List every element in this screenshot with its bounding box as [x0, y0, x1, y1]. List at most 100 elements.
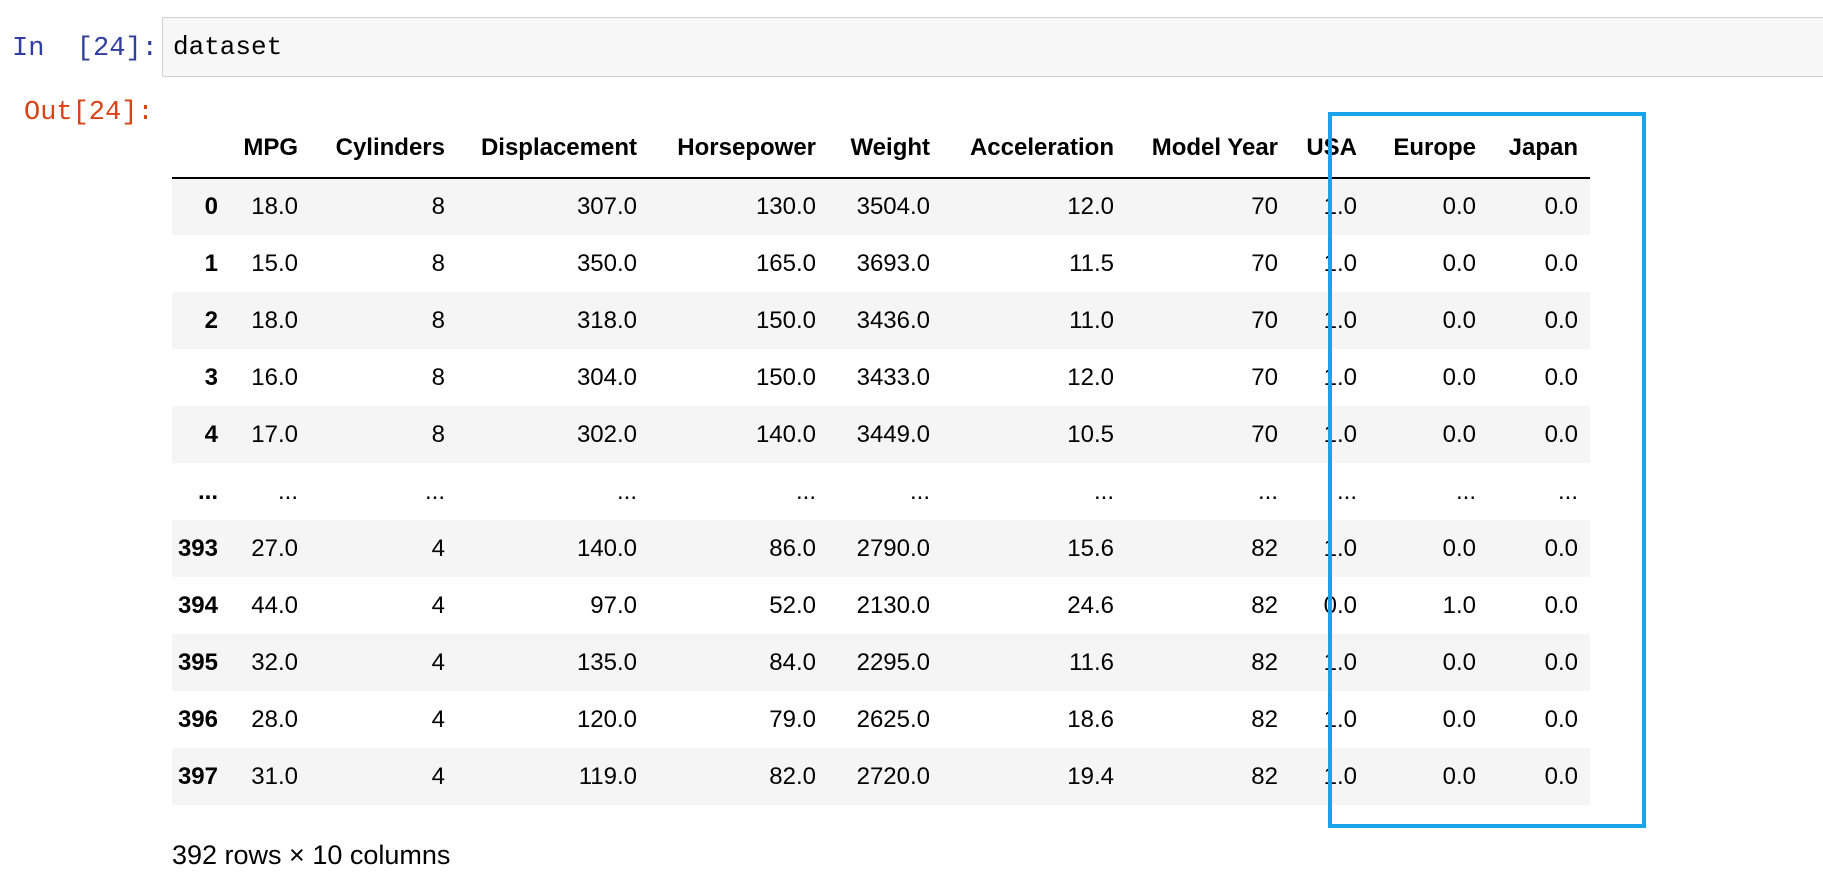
cell-japan: 0.0 — [1544, 306, 1578, 334]
cell-displacement: 307.0 — [576, 193, 637, 220]
cell-displacement: 119.0 — [578, 762, 637, 790]
cell-weight: 3449.0 — [856, 420, 930, 448]
column-header-europe: Europe — [1369, 118, 1488, 179]
table-row: 397 31.0 4 119.0 82.0 2720.0 19.4 82 1.0… — [172, 748, 1590, 805]
input-prompt: In [24]: — [12, 34, 158, 64]
cell-model-year: 70 — [1251, 193, 1278, 220]
column-header-mpg: MPG — [230, 118, 310, 179]
cell-japan: ... — [1557, 477, 1578, 505]
cell-displacement: 97.0 — [590, 591, 637, 619]
cell-mpg: 27.0 — [251, 534, 298, 562]
cell-usa: 1.0 — [1323, 306, 1357, 334]
cell-model-year: 82 — [1251, 705, 1278, 733]
cell-displacement: ... — [616, 477, 637, 505]
cell-horsepower: ... — [795, 477, 816, 505]
table-row: 2 18.0 8 318.0 150.0 3436.0 11.0 70 1.0 … — [172, 292, 1590, 349]
row-index: 0 — [204, 193, 218, 220]
code-text[interactable]: dataset — [173, 32, 283, 62]
cell-model-year: 70 — [1251, 306, 1278, 334]
cell-weight: 3504.0 — [856, 193, 930, 220]
cell-horsepower: 86.0 — [769, 534, 816, 562]
row-index: 397 — [177, 762, 218, 790]
row-index: 3 — [204, 363, 218, 391]
table-row: 4 17.0 8 302.0 140.0 3449.0 10.5 70 1.0 … — [172, 406, 1590, 463]
cell-europe: 0.0 — [1442, 534, 1476, 562]
table-row: 396 28.0 4 120.0 79.0 2625.0 18.6 82 1.0… — [172, 691, 1590, 748]
header-row: MPG Cylinders Displacement Horsepower We… — [172, 118, 1590, 179]
cell-europe: 0.0 — [1442, 648, 1476, 676]
cell-japan: 0.0 — [1544, 591, 1578, 619]
cell-model-year: 82 — [1251, 591, 1278, 619]
cell-acceleration: 11.5 — [1069, 249, 1114, 277]
cell-usa: 1.0 — [1323, 762, 1357, 790]
cell-acceleration: 10.5 — [1067, 420, 1114, 448]
cell-japan: 0.0 — [1544, 249, 1578, 277]
cell-cylinders: 8 — [431, 363, 445, 391]
cell-mpg: 15.0 — [251, 249, 298, 277]
cell-weight: 3433.0 — [856, 363, 930, 391]
cell-weight: ... — [909, 477, 930, 505]
cell-acceleration: 24.6 — [1067, 591, 1114, 619]
code-input-area[interactable]: dataset — [162, 17, 1823, 77]
table-row: 0 18.0 8 307.0 130.0 3504.0 12.0 70 1.0 … — [172, 178, 1590, 235]
cell-weight: 2720.0 — [856, 762, 930, 790]
cell-displacement: 350.0 — [576, 249, 637, 277]
cell-model-year: 82 — [1251, 648, 1278, 676]
cell-cylinders: 8 — [431, 306, 445, 334]
row-index: 1 — [204, 249, 218, 277]
cell-europe: 0.0 — [1442, 363, 1476, 391]
cell-japan: 0.0 — [1544, 648, 1578, 676]
cell-weight: 3693.0 — [856, 249, 930, 277]
cell-acceleration: 12.0 — [1067, 363, 1114, 391]
output-prompt: Out[24]: — [24, 98, 154, 128]
cell-usa: 1.0 — [1323, 648, 1357, 676]
cell-cylinders: 8 — [431, 193, 445, 220]
cell-japan: 0.0 — [1544, 193, 1578, 220]
column-header-weight: Weight — [828, 118, 942, 179]
cell-displacement: 318.0 — [576, 306, 637, 334]
cell-displacement: 120.0 — [576, 705, 637, 733]
cell-mpg: 28.0 — [251, 705, 298, 733]
cell-europe: 0.0 — [1442, 762, 1476, 790]
cell-horsepower: 79.0 — [769, 705, 816, 733]
cell-usa: 0.0 — [1323, 591, 1357, 619]
row-index: 2 — [204, 306, 218, 334]
cell-mpg: 16.0 — [251, 363, 298, 391]
cell-horsepower: 150.0 — [755, 306, 816, 334]
cell-europe: 0.0 — [1442, 705, 1476, 733]
cell-weight: 2790.0 — [856, 534, 930, 562]
cell-cylinders: 4 — [431, 648, 445, 676]
cell-acceleration: 18.6 — [1067, 705, 1114, 733]
cell-europe: 0.0 — [1442, 420, 1476, 448]
cell-usa: 1.0 — [1323, 534, 1357, 562]
cell-acceleration: ... — [1093, 477, 1114, 505]
cell-europe: 1.0 — [1442, 591, 1476, 619]
table-row: 3 16.0 8 304.0 150.0 3433.0 12.0 70 1.0 … — [172, 349, 1590, 406]
cell-horsepower: 150.0 — [755, 363, 816, 391]
cell-horsepower: 52.0 — [769, 591, 816, 619]
cell-usa: 1.0 — [1323, 249, 1357, 277]
cell-displacement: 140.0 — [576, 534, 637, 562]
cell-acceleration: 12.0 — [1067, 193, 1114, 220]
cell-cylinders: 8 — [431, 249, 445, 277]
cell-displacement: 304.0 — [576, 363, 637, 391]
cell-displacement: 302.0 — [576, 420, 637, 448]
cell-japan: 0.0 — [1544, 420, 1578, 448]
cell-weight: 2295.0 — [856, 648, 930, 676]
cell-mpg: 18.0 — [251, 306, 298, 334]
cell-europe: 0.0 — [1442, 306, 1476, 334]
cell-weight: 3436.0 — [856, 306, 930, 334]
cell-cylinders: 4 — [431, 762, 445, 790]
cell-weight: 2130.0 — [856, 591, 930, 619]
index-header — [172, 118, 230, 179]
row-index: 4 — [204, 420, 218, 448]
row-index: 393 — [177, 534, 218, 562]
cell-cylinders: 4 — [431, 591, 445, 619]
cell-model-year: ... — [1257, 477, 1278, 505]
cell-europe: 0.0 — [1442, 193, 1476, 220]
dataframe-table: MPG Cylinders Displacement Horsepower We… — [172, 118, 1590, 805]
cell-acceleration: 11.0 — [1069, 306, 1114, 334]
column-header-model-year: Model Year — [1126, 118, 1290, 179]
cell-acceleration: 19.4 — [1067, 762, 1114, 790]
cell-europe: ... — [1455, 477, 1476, 505]
